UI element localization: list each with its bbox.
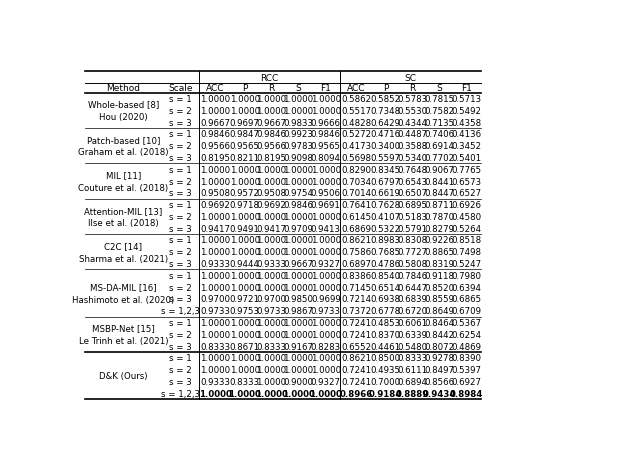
Text: 1.0000: 1.0000 [257, 165, 287, 175]
Text: 0.8211: 0.8211 [230, 154, 260, 163]
Text: 0.8983: 0.8983 [371, 236, 401, 245]
Text: 0.9327: 0.9327 [311, 259, 340, 269]
Text: 1.0000: 1.0000 [310, 354, 341, 363]
Text: Attention-MIL [13]
Ilse et al. (2018): Attention-MIL [13] Ilse et al. (2018) [84, 206, 163, 228]
Text: 0.9847: 0.9847 [230, 130, 260, 139]
Text: 0.6865: 0.6865 [452, 295, 482, 304]
Text: 0.9417: 0.9417 [257, 224, 287, 233]
Text: 0.5530: 0.5530 [397, 106, 428, 116]
Text: 1.0000: 1.0000 [228, 389, 261, 398]
Text: F1: F1 [321, 84, 332, 93]
Text: 0.5401: 0.5401 [452, 154, 482, 163]
Text: 1.0000: 1.0000 [283, 318, 314, 327]
Text: 0.5367: 0.5367 [452, 318, 482, 327]
Text: RCC: RCC [260, 74, 278, 83]
Text: 0.7348: 0.7348 [371, 106, 401, 116]
Text: 0.6914: 0.6914 [424, 142, 454, 151]
Text: 1.0000: 1.0000 [283, 236, 314, 245]
Text: 0.4136: 0.4136 [452, 130, 482, 139]
Text: 0.8520: 0.8520 [424, 283, 454, 292]
Text: 1.0000: 1.0000 [200, 283, 230, 292]
Text: 0.9692: 0.9692 [257, 200, 286, 210]
Text: 0.9709: 0.9709 [284, 224, 313, 233]
Text: 0.8283: 0.8283 [310, 342, 341, 351]
Text: 0.6254: 0.6254 [452, 330, 482, 339]
Text: 0.8566: 0.8566 [424, 377, 454, 386]
Text: 0.6619: 0.6619 [371, 189, 401, 198]
Text: 0.8447: 0.8447 [424, 189, 454, 198]
Text: 0.4869: 0.4869 [452, 342, 482, 351]
Text: ACC: ACC [347, 84, 365, 93]
Text: 0.9333: 0.9333 [257, 259, 287, 269]
Text: 1.0000: 1.0000 [257, 354, 287, 363]
Text: 1.0000: 1.0000 [230, 283, 260, 292]
Text: 0.9508: 0.9508 [257, 189, 287, 198]
Text: 0.5264: 0.5264 [452, 224, 482, 233]
Text: 0.7870: 0.7870 [424, 213, 454, 221]
Text: 0.4461: 0.4461 [371, 342, 401, 351]
Text: 0.8621: 0.8621 [341, 354, 371, 363]
Text: 0.9417: 0.9417 [200, 224, 230, 233]
Text: S: S [436, 84, 442, 93]
Text: s = 2: s = 2 [169, 106, 192, 116]
Text: s = 1: s = 1 [169, 318, 192, 327]
Text: 0.8290: 0.8290 [341, 165, 371, 175]
Text: 0.6111: 0.6111 [397, 365, 428, 375]
Text: 0.9118: 0.9118 [424, 271, 454, 280]
Text: 0.9867: 0.9867 [284, 307, 313, 315]
Text: 1.0000: 1.0000 [257, 236, 287, 245]
Text: 0.8621: 0.8621 [341, 236, 371, 245]
Text: s = 2: s = 2 [169, 330, 192, 339]
Text: 0.4853: 0.4853 [371, 318, 401, 327]
Text: 0.9691: 0.9691 [311, 200, 340, 210]
Text: 0.9565: 0.9565 [311, 142, 340, 151]
Text: s = 2: s = 2 [169, 283, 192, 292]
Text: 1.0000: 1.0000 [310, 165, 341, 175]
Text: 1.0000: 1.0000 [283, 354, 314, 363]
Text: 0.9846: 0.9846 [284, 200, 313, 210]
Text: 0.9667: 0.9667 [284, 259, 313, 269]
Text: 0.7498: 0.7498 [452, 248, 482, 257]
Text: 0.3588: 0.3588 [397, 142, 428, 151]
Text: 0.9067: 0.9067 [424, 165, 454, 175]
Text: 0.6897: 0.6897 [341, 259, 371, 269]
Text: s = 3: s = 3 [169, 189, 192, 198]
Text: 0.8279: 0.8279 [424, 224, 454, 233]
Text: 0.9923: 0.9923 [284, 130, 313, 139]
Text: 0.5698: 0.5698 [341, 154, 371, 163]
Text: ACC: ACC [206, 84, 225, 93]
Text: 0.9754: 0.9754 [284, 189, 313, 198]
Text: 0.6895: 0.6895 [397, 200, 428, 210]
Text: 0.6429: 0.6429 [371, 119, 401, 127]
Text: s = 3: s = 3 [169, 224, 192, 233]
Text: 0.8308: 0.8308 [397, 236, 428, 245]
Text: 1.0000: 1.0000 [283, 248, 314, 257]
Text: 0.5713: 0.5713 [452, 95, 482, 104]
Text: 0.6927: 0.6927 [452, 377, 482, 386]
Text: 0.7241: 0.7241 [341, 318, 371, 327]
Text: 0.5808: 0.5808 [397, 259, 428, 269]
Text: 0.9733: 0.9733 [257, 307, 287, 315]
Text: 0.9667: 0.9667 [200, 119, 230, 127]
Text: 0.8966: 0.8966 [339, 389, 372, 398]
Text: 1.0000: 1.0000 [230, 95, 260, 104]
Text: 0.8386: 0.8386 [341, 271, 371, 280]
Text: 0.9718: 0.9718 [230, 200, 260, 210]
Text: 0.9733: 0.9733 [200, 307, 230, 315]
Text: 0.9700: 0.9700 [257, 295, 287, 304]
Text: 0.8072: 0.8072 [424, 342, 454, 351]
Text: 0.5480: 0.5480 [397, 342, 428, 351]
Text: 0.6514: 0.6514 [371, 283, 401, 292]
Text: 0.8497: 0.8497 [424, 365, 454, 375]
Text: 0.8518: 0.8518 [452, 236, 482, 245]
Text: 0.8442: 0.8442 [424, 330, 454, 339]
Text: P: P [242, 84, 247, 93]
Text: 0.5322: 0.5322 [371, 224, 401, 233]
Text: 1.0000: 1.0000 [200, 95, 230, 104]
Text: 1.0000: 1.0000 [230, 248, 260, 257]
Text: SC: SC [404, 74, 417, 83]
Text: 0.9846: 0.9846 [257, 130, 287, 139]
Text: 1.0000: 1.0000 [230, 213, 260, 221]
Text: 0.5517: 0.5517 [341, 106, 371, 116]
Text: 0.5183: 0.5183 [397, 213, 428, 221]
